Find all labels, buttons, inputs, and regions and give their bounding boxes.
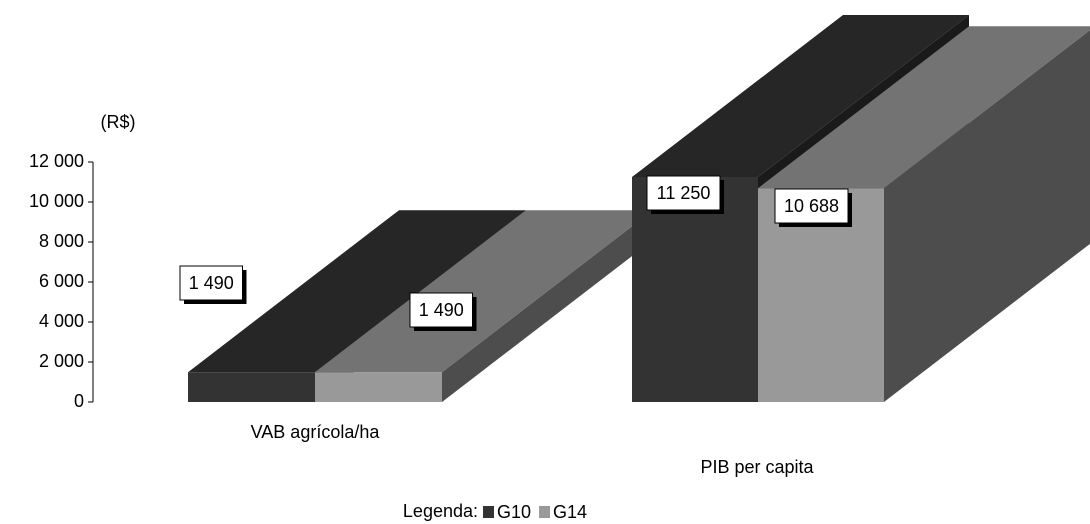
bar-front [758,188,884,402]
legend-swatch [539,506,551,518]
legend-label: G14 [553,502,587,522]
value-label-box [409,292,473,328]
y-tick-label: 8 000 [39,231,84,251]
y-tick-label: 12 000 [29,151,84,171]
legend-label: G10 [497,502,531,522]
y-axis-label: (R$) [101,112,136,132]
bar-front [315,372,442,402]
bar-side [442,210,653,402]
bar [758,26,1090,402]
value-label: 10 688 [784,196,839,216]
value-label-box [774,188,849,224]
y-tick-label: 2 000 [39,351,84,371]
bar-front [632,177,758,402]
bar-side [884,30,1090,402]
x-tick-label: VAB agrícola/ha [251,422,381,442]
y-tick-label: 4 000 [39,311,84,331]
value-label-box [646,175,721,211]
legend-title: Legenda: [403,501,478,521]
value-label: 1 490 [419,300,464,320]
bar-front [188,372,315,402]
legend-swatch [483,506,494,518]
value-label: 11 250 [657,183,711,203]
value-label: 1 490 [189,273,234,293]
bar-top [315,210,653,373]
bar-top [188,210,526,373]
y-tick-label: 6 000 [39,271,84,291]
x-tick-label: PIB per capita [700,457,814,477]
bar-top [632,15,969,177]
y-tick-label: 0 [74,391,84,411]
bar [315,210,653,402]
bar-top [758,26,1090,189]
value-label-box [179,265,243,301]
y-tick-label: 10 000 [29,191,84,211]
